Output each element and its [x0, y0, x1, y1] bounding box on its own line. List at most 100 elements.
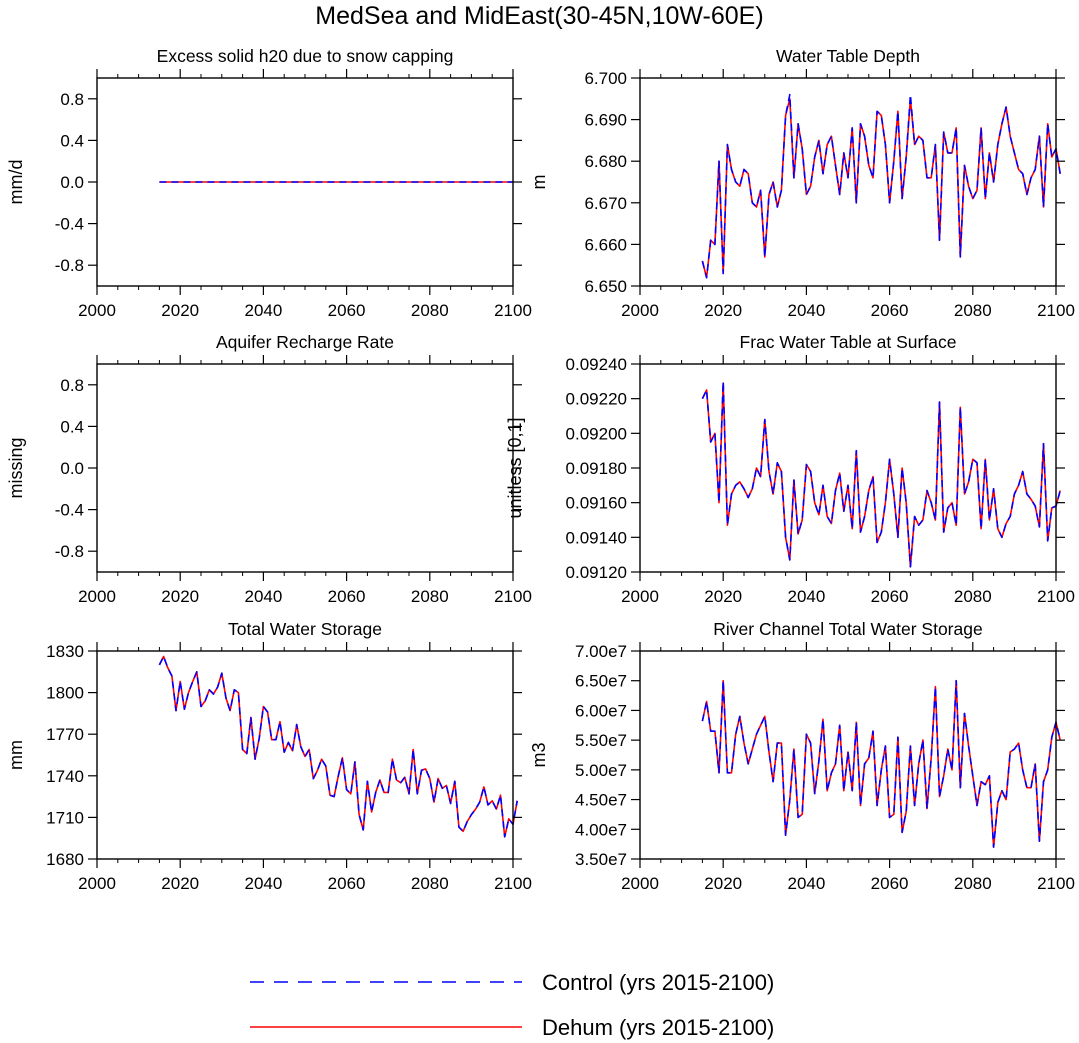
x-tick-label: 2080	[954, 587, 992, 606]
y-tick-label: 0.09200	[566, 424, 627, 443]
series-control-line	[701, 679, 1061, 848]
y-tick-label: 0.0	[60, 173, 84, 192]
y-tick-label: 0.0	[60, 459, 84, 478]
y-tick-label: 6.670	[584, 194, 627, 213]
x-tick-label: 2000	[78, 301, 116, 320]
y-tick-label: 1680	[46, 850, 84, 869]
y-tick-label: 5.50e7	[575, 731, 627, 750]
y-tick-label: -0.4	[55, 501, 84, 520]
y-tick-label: 6.680	[584, 152, 627, 171]
x-tick-label: 2000	[621, 301, 659, 320]
x-tick-label: 2000	[621, 874, 659, 893]
series-control-line	[701, 93, 1061, 279]
plot-frame	[639, 363, 1057, 573]
x-tick-label: 2040	[244, 301, 282, 320]
y-axis-label: missing	[6, 437, 26, 498]
page-title: MedSea and MidEast(30-45N,10W-60E)	[315, 2, 764, 30]
y-tick-label: 5.00e7	[575, 761, 627, 780]
panel-title: River Channel Total Water Storage	[713, 619, 982, 639]
x-tick-label: 2100	[1037, 874, 1075, 893]
y-tick-label: 1830	[46, 642, 84, 661]
y-tick-label: -0.8	[55, 542, 84, 561]
panel-title: Excess solid h20 due to snow capping	[157, 46, 454, 66]
series-dehum-line	[701, 98, 1061, 279]
x-tick-label: 2020	[704, 874, 742, 893]
x-tick-label: 2040	[787, 874, 825, 893]
y-tick-label: 7.00e7	[575, 642, 627, 661]
x-tick-label: 2100	[494, 301, 532, 320]
y-tick-label: 6.660	[584, 235, 627, 254]
y-tick-label: -0.4	[55, 215, 84, 234]
x-tick-label: 2080	[411, 301, 449, 320]
legend-control-label: Control (yrs 2015-2100)	[542, 970, 774, 995]
y-tick-label: 0.4	[60, 131, 84, 150]
y-axis-label: mm	[6, 740, 26, 770]
panel-aquifer-recharge: 2000 2020 2040 2060 2080 2100 -0.8 -0.4 0.0 0.4 0.…	[6, 332, 532, 606]
x-tick-label: 2000	[78, 587, 116, 606]
y-tick-label: 1710	[46, 808, 84, 827]
x-tick-label: 2060	[328, 301, 366, 320]
panel-title: Aquifer Recharge Rate	[216, 332, 394, 352]
y-tick-label: 3.50e7	[575, 850, 627, 869]
x-tick-label: 2100	[1037, 587, 1075, 606]
series-dehum-line	[701, 679, 1061, 848]
legend-dehum-label: Dehum (yrs 2015-2100)	[542, 1015, 774, 1040]
x-tick-label: 2100	[494, 874, 532, 893]
y-tick-label: 0.09220	[566, 390, 627, 409]
panel-title: Total Water Storage	[228, 619, 382, 639]
y-axis-label: m	[529, 175, 549, 190]
y-tick-label: 6.650	[584, 277, 627, 296]
x-tick-label: 2000	[78, 874, 116, 893]
x-tick-label: 2100	[494, 587, 532, 606]
x-tick-label: 2020	[161, 874, 199, 893]
y-tick-label: 0.09240	[566, 355, 627, 374]
y-axis-label: m3	[529, 742, 549, 767]
y-tick-label: 4.00e7	[575, 820, 627, 839]
x-tick-label: 2060	[871, 301, 909, 320]
y-tick-label: 0.09180	[566, 459, 627, 478]
x-tick-label: 2080	[954, 301, 992, 320]
series-control-line	[701, 380, 1061, 568]
panel-title: Frac Water Table at Surface	[740, 332, 957, 352]
y-tick-label: 1740	[46, 767, 84, 786]
y-tick-label: 4.50e7	[575, 791, 627, 810]
x-tick-label: 2020	[161, 587, 199, 606]
y-axis-label: mm/d	[6, 160, 26, 205]
x-tick-label: 2060	[328, 587, 366, 606]
series-dehum-line	[158, 655, 518, 838]
panel-water-table-depth: 2000 2020 2040 2060 2080 2100 6.650 6.660 6.670 6…	[529, 46, 1075, 320]
y-tick-label: 1800	[46, 684, 84, 703]
x-tick-label: 2060	[328, 874, 366, 893]
y-tick-label: 1770	[46, 725, 84, 744]
x-tick-label: 2100	[1037, 301, 1075, 320]
x-tick-label: 2020	[704, 301, 742, 320]
y-axis-label: unitless [0,1]	[505, 417, 525, 518]
x-tick-label: 2040	[244, 874, 282, 893]
legend: Control (yrs 2015-2100) Dehum (yrs 2015-…	[250, 970, 774, 1040]
x-tick-label: 2020	[704, 587, 742, 606]
x-tick-label: 2060	[871, 874, 909, 893]
y-tick-label: 6.700	[584, 69, 627, 88]
x-tick-label: 2080	[411, 874, 449, 893]
y-tick-label: 0.8	[60, 376, 84, 395]
x-tick-label: 2040	[787, 587, 825, 606]
y-tick-label: 6.690	[584, 111, 627, 130]
y-tick-label: 0.09160	[566, 494, 627, 513]
y-tick-label: 6.00e7	[575, 701, 627, 720]
y-tick-label: 0.09120	[566, 563, 627, 582]
panel-frac-water-table: 2000 2020 2040 2060 2080 2100 0.09120 0.09140 0.…	[505, 332, 1075, 606]
series-control-line	[158, 655, 518, 838]
x-tick-label: 2080	[411, 587, 449, 606]
x-tick-label: 2060	[871, 587, 909, 606]
x-tick-label: 2000	[621, 587, 659, 606]
plot-frame	[96, 363, 514, 573]
panel-river-channel-storage: 2000 2020 2040 2060 2080 2100 3.50e7 4.00e7 4.50…	[529, 619, 1075, 893]
y-tick-label: 0.09140	[566, 528, 627, 547]
x-tick-label: 2020	[161, 301, 199, 320]
panel-snow-capping: 2000 2020 2040 2060 2080 2100 -0.8 -0.4 0.0 0.4 0.…	[6, 46, 532, 320]
y-tick-label: 0.4	[60, 417, 84, 436]
x-tick-label: 2040	[244, 587, 282, 606]
x-tick-label: 2040	[787, 301, 825, 320]
panel-total-water-storage: 2000 2020 2040 2060 2080 2100 1680 1710 1740 1770…	[6, 619, 532, 893]
